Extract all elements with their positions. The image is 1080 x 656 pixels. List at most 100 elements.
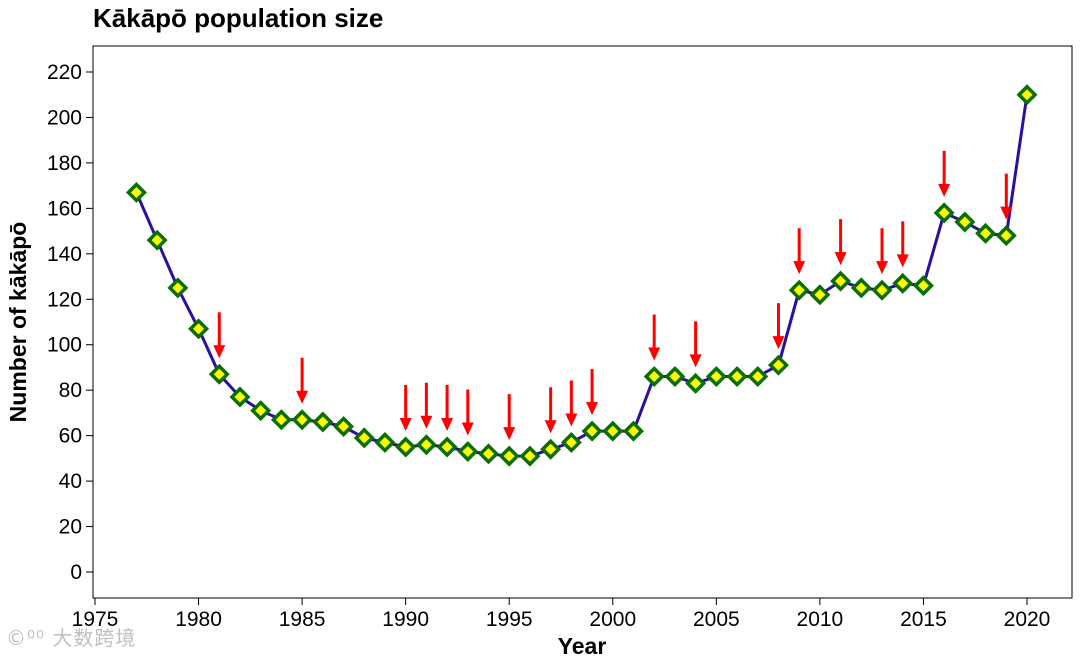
y-tick-label: 100 [47, 334, 82, 357]
y-tick-label: 120 [47, 288, 82, 311]
data-point [623, 420, 644, 442]
breeding-arrow [586, 369, 599, 416]
arrow-head [938, 183, 951, 197]
data-point [685, 372, 707, 394]
y-tick-label: 60 [59, 425, 82, 448]
data-point [540, 438, 562, 460]
data-point [457, 441, 479, 463]
chart-title: Kākāpō population size [93, 3, 384, 33]
data-point [353, 427, 375, 449]
arrow-head [689, 354, 702, 368]
arrow-head [876, 261, 889, 275]
series-line [135, 94, 1029, 458]
arrow-head [1000, 206, 1013, 220]
breeding-arrow [793, 228, 806, 275]
breeding-arrow [938, 150, 951, 197]
breeding-arrow [689, 321, 702, 368]
data-point [208, 363, 230, 385]
arrow-head [834, 252, 847, 266]
data-point [519, 445, 541, 467]
breeding-arrow [648, 314, 661, 361]
breeding-arrow [772, 303, 785, 350]
breeding-arrow [399, 385, 412, 431]
data-point [871, 279, 893, 301]
data-point [912, 275, 934, 297]
breeding-arrow [441, 385, 454, 431]
data-point [664, 366, 686, 388]
data-point [1016, 84, 1038, 106]
x-tick-label: 1985 [279, 608, 326, 631]
arrow-head [586, 402, 599, 416]
arrow-head [896, 254, 909, 268]
breeding-arrow [544, 387, 557, 434]
breeding-arrow [565, 380, 578, 427]
y-tick-label: 40 [59, 470, 82, 493]
x-axis-title: Year [558, 633, 607, 656]
data-point [250, 400, 272, 422]
y-tick-label: 200 [47, 106, 82, 129]
x-tick-label: 2000 [589, 608, 636, 631]
data-point [291, 409, 313, 431]
data-point [850, 277, 872, 299]
x-tick-label: 2010 [797, 608, 844, 631]
y-tick-label: 20 [59, 516, 82, 539]
x-tick-label: 1980 [175, 608, 222, 631]
arrow-head [441, 418, 454, 431]
data-point [581, 420, 603, 442]
breeding-arrow [876, 228, 889, 275]
data-point [560, 431, 582, 453]
data-markers [125, 84, 1038, 467]
data-point [125, 181, 147, 203]
y-tick-label: 140 [47, 243, 82, 266]
y-tick-label: 0 [70, 561, 82, 584]
data-point [747, 366, 769, 388]
data-point [788, 279, 810, 301]
y-tick-label: 80 [59, 379, 82, 402]
data-point [643, 366, 665, 388]
arrow-head [772, 336, 785, 350]
breeding-arrow [420, 382, 433, 429]
arrow-head [793, 261, 806, 275]
data-point [415, 434, 437, 456]
arrow-head [461, 422, 474, 436]
breeding-arrow [503, 394, 516, 441]
data-point [167, 277, 189, 299]
data-point [436, 436, 458, 458]
data-point [975, 222, 997, 244]
y-tick-label: 160 [47, 197, 82, 220]
x-tick-label: 2015 [900, 608, 947, 631]
x-tick-label: 2020 [1004, 608, 1051, 631]
data-point [333, 416, 355, 438]
arrow-head [503, 427, 516, 441]
data-point [954, 211, 976, 233]
breeding-arrow [1000, 173, 1013, 220]
arrow-head [213, 345, 226, 359]
data-point [312, 411, 334, 433]
data-point [602, 420, 624, 442]
arrow-head [399, 418, 412, 431]
data-point [374, 431, 396, 453]
y-tick-label: 220 [47, 61, 82, 84]
breeding-arrow [834, 219, 847, 266]
arrow-head [565, 413, 578, 427]
arrow-head [648, 347, 661, 361]
breeding-arrows [213, 150, 1013, 441]
data-point [933, 202, 955, 224]
data-point [809, 284, 831, 306]
data-point [188, 318, 210, 340]
x-tick-label: 1995 [486, 608, 533, 631]
arrow-head [296, 390, 309, 404]
data-point [830, 270, 852, 292]
y-axis: 0 20 40 60 80 100 120 140 160 180 200 220 [47, 61, 93, 584]
data-point [395, 436, 417, 458]
arrow-head [544, 420, 557, 434]
plot-frame [92, 45, 1073, 599]
data-point [229, 386, 251, 408]
data-point [498, 445, 520, 467]
x-axis: 1975 1980 1985 1990 1995 2000 2005 2010 2015 2020 [72, 598, 1051, 631]
y-axis-title: Number of kākāpō [5, 222, 31, 423]
x-tick-label: 1975 [72, 608, 119, 631]
x-tick-label: 2005 [693, 608, 740, 631]
breeding-arrow [896, 221, 909, 268]
